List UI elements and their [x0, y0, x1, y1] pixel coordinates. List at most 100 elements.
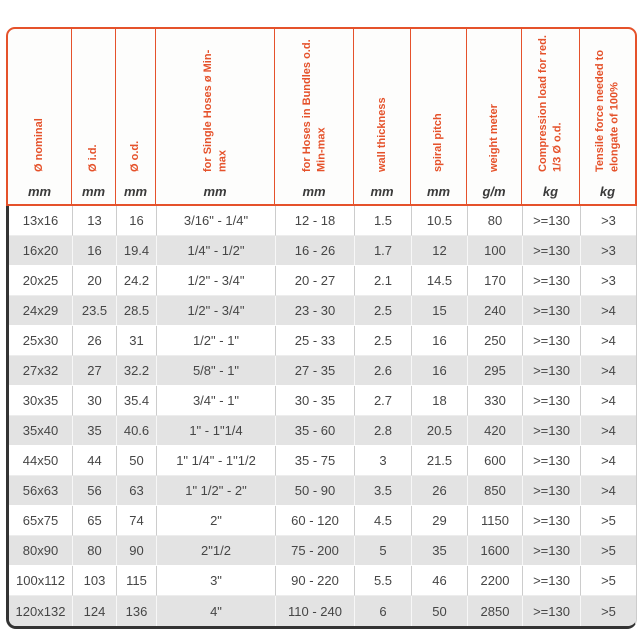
column-header-1: Ø i.d. mm — [72, 29, 116, 204]
table-cell: >4 — [581, 326, 636, 356]
table-cell: 31 — [117, 326, 157, 356]
table-cell: 65 — [73, 506, 117, 536]
table-cell: 103 — [73, 566, 117, 596]
column-header-6: spiral pitch mm — [411, 29, 467, 204]
table-cell: 13 — [73, 206, 117, 236]
table-cell: 4" — [157, 596, 276, 626]
table-cell: 295 — [468, 356, 523, 386]
table-cell: 3/4" - 1" — [157, 386, 276, 416]
column-header-label-area: spiral pitch — [411, 29, 466, 178]
table-cell: >=130 — [523, 536, 581, 566]
table-cell: 20x25 — [9, 266, 73, 296]
table-cell: 100 — [468, 236, 523, 266]
table-cell: 1.7 — [355, 236, 412, 266]
table-row: 120x132 124 136 4" 110 - 240 6 50 2850 >=130 >5 — [9, 596, 636, 626]
table-cell: 50 — [412, 596, 468, 626]
column-header-4: for Hoses in Bundles o.d. Min-max mm — [275, 29, 354, 204]
column-header-label: Tensile force needed to elongate of 100% — [594, 49, 621, 172]
table-cell: 27 - 35 — [276, 356, 355, 386]
table-cell: 50 - 90 — [276, 476, 355, 506]
table-cell: >=130 — [523, 236, 581, 266]
table-cell: 2.6 — [355, 356, 412, 386]
column-header-label-area: weight meter — [467, 29, 521, 178]
table-cell: 1/2" - 1" — [157, 326, 276, 356]
table-cell: 13x16 — [9, 206, 73, 236]
table-cell: 110 - 240 — [276, 596, 355, 626]
table-cell: 46 — [412, 566, 468, 596]
column-unit-label: mm — [81, 183, 106, 199]
table-cell: 1.5 — [355, 206, 412, 236]
table-cell: 2.7 — [355, 386, 412, 416]
hose-spec-table: Ø nominal mm Ø i.d. mm Ø o.d. mm for Single Ho… — [6, 27, 637, 629]
table-cell: >4 — [581, 386, 636, 416]
table-cell: 80 — [468, 206, 523, 236]
table-cell: 40.6 — [117, 416, 157, 446]
table-cell: 2" — [157, 506, 276, 536]
table-cell: 1" 1/2" - 2" — [157, 476, 276, 506]
table-cell: >5 — [581, 566, 636, 596]
table-cell: 2850 — [468, 596, 523, 626]
table-cell: 20 — [73, 266, 117, 296]
table-cell: 1150 — [468, 506, 523, 536]
table-cell: 56 — [73, 476, 117, 506]
table-header: Ø nominal mm Ø i.d. mm Ø o.d. mm for Single Ho… — [6, 27, 637, 206]
table-cell: >=130 — [523, 566, 581, 596]
table-cell: 3.5 — [355, 476, 412, 506]
table-cell: 240 — [468, 296, 523, 326]
table-cell: 1" - 1"1/4 — [157, 416, 276, 446]
table-cell: 16x20 — [9, 236, 73, 266]
table-cell: >4 — [581, 416, 636, 446]
table-cell: 2.8 — [355, 416, 412, 446]
column-header-label: Ø nominal — [33, 118, 46, 172]
table-cell: 18 — [412, 386, 468, 416]
table-cell: >5 — [581, 506, 636, 536]
column-header-label-area: for Single Hoses ø Min-max — [156, 29, 274, 178]
table-cell: 16 — [117, 206, 157, 236]
table-cell: 1" 1/4" - 1"1/2 — [157, 446, 276, 476]
table-cell: 65x75 — [9, 506, 73, 536]
table-cell: 60 - 120 — [276, 506, 355, 536]
table-cell: 1/2" - 3/4" — [157, 266, 276, 296]
table-cell: 5 — [355, 536, 412, 566]
column-header-label: spiral pitch — [432, 113, 445, 172]
table-body: 13x16 13 16 3/16" - 1/4" 12 - 18 1.5 10.5 80 >=1… — [6, 206, 637, 629]
table-cell: 23 - 30 — [276, 296, 355, 326]
table-cell: 35 — [412, 536, 468, 566]
table-row: 65x75 65 74 2" 60 - 120 4.5 29 1150 >=130 >5 — [9, 506, 636, 536]
table-cell: 26 — [412, 476, 468, 506]
table-cell: 6 — [355, 596, 412, 626]
table-cell: 63 — [117, 476, 157, 506]
table-cell: >=130 — [523, 296, 581, 326]
column-header-3: for Single Hoses ø Min-max mm — [156, 29, 275, 204]
table-cell: 27x32 — [9, 356, 73, 386]
column-unit-label: g/m — [482, 183, 506, 199]
column-unit-label: mm — [426, 183, 451, 199]
table-cell: 3/16" - 1/4" — [157, 206, 276, 236]
table-cell: 250 — [468, 326, 523, 356]
column-header-label: for Hoses in Bundles o.d. Min-max — [300, 39, 327, 172]
column-header-label: for Single Hoses ø Min-max — [201, 49, 228, 172]
table-cell: 14.5 — [412, 266, 468, 296]
table-cell: 1600 — [468, 536, 523, 566]
column-header-label: Compression load for red. 1/3 Ø o.d. — [537, 35, 564, 172]
table-cell: 35x40 — [9, 416, 73, 446]
column-header-0: Ø nominal mm — [8, 29, 72, 204]
table-cell: 27 — [73, 356, 117, 386]
column-header-label-area: Ø i.d. — [72, 29, 115, 178]
table-cell: >=130 — [523, 206, 581, 236]
table-cell: >=130 — [523, 386, 581, 416]
table-cell: 2.5 — [355, 326, 412, 356]
table-cell: >4 — [581, 446, 636, 476]
table-cell: 1/2" - 3/4" — [157, 296, 276, 326]
column-header-label: Ø o.d. — [129, 140, 142, 172]
table-cell: 136 — [117, 596, 157, 626]
table-cell: >=130 — [523, 446, 581, 476]
table-cell: >=130 — [523, 596, 581, 626]
table-row: 56x63 56 63 1" 1/2" - 2" 50 - 90 3.5 26 850 >=13… — [9, 476, 636, 506]
table-cell: 5/8" - 1" — [157, 356, 276, 386]
table-cell: 1/4" - 1/2" — [157, 236, 276, 266]
table-cell: 25x30 — [9, 326, 73, 356]
table-cell: >5 — [601, 603, 616, 619]
column-header-5: wall thickness mm — [354, 29, 411, 204]
table-cell: 2.1 — [355, 266, 412, 296]
